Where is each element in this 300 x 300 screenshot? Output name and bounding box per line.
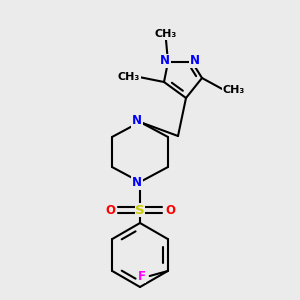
Text: CH₃: CH₃ bbox=[155, 29, 177, 39]
Text: N: N bbox=[132, 115, 142, 128]
Text: N: N bbox=[132, 176, 142, 190]
Text: O: O bbox=[165, 203, 175, 217]
Text: O: O bbox=[105, 203, 115, 217]
Text: F: F bbox=[138, 269, 146, 283]
Text: N: N bbox=[190, 55, 200, 68]
Text: S: S bbox=[135, 203, 145, 217]
Text: CH₃: CH₃ bbox=[118, 72, 140, 82]
Text: CH₃: CH₃ bbox=[223, 85, 245, 95]
Text: N: N bbox=[160, 55, 170, 68]
